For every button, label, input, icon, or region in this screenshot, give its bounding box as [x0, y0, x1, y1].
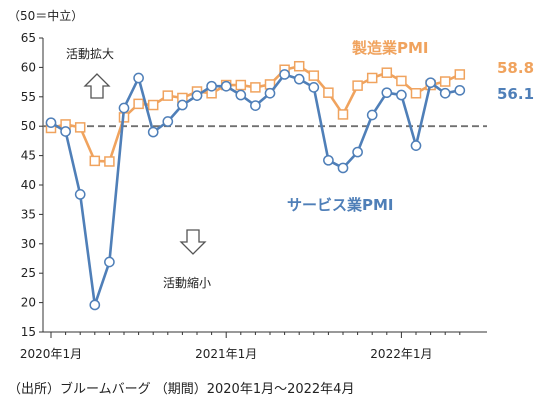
- data-point: [133, 72, 144, 84]
- data-point: [381, 67, 393, 78]
- y-tick-label: 25: [21, 266, 36, 280]
- y-tick-label: 50: [21, 119, 36, 133]
- x-tick-label: 2020年1月: [20, 347, 82, 361]
- data-point: [381, 87, 393, 99]
- data-point: [337, 162, 349, 174]
- data-point: [454, 69, 466, 80]
- data-point: [74, 189, 86, 200]
- x-axis: 2020年1月 2021年1月 2022年1月: [20, 331, 487, 361]
- data-point: [235, 89, 247, 101]
- data-point: [366, 109, 378, 121]
- data-point: [366, 72, 378, 84]
- series-services: [45, 69, 466, 311]
- data-point: [396, 75, 407, 87]
- y-tick-label: 55: [21, 90, 36, 104]
- data-point: [191, 90, 203, 101]
- data-point: [118, 102, 130, 114]
- y-tick-label: 20: [21, 296, 36, 310]
- contraction-annotation: 活動縮小: [163, 229, 211, 290]
- y-tick-label: 30: [21, 237, 36, 251]
- data-point: [410, 88, 422, 99]
- data-point: [206, 80, 217, 92]
- data-point: [147, 99, 159, 111]
- data-point: [293, 60, 305, 72]
- down-arrow-icon: [179, 229, 207, 255]
- data-point: [104, 156, 115, 167]
- series-manufacturing: [45, 60, 466, 167]
- y-tick-label: 35: [21, 207, 36, 221]
- data-point: [308, 70, 320, 81]
- data-point: [323, 154, 334, 166]
- end-value-manufacturing: 58.8: [497, 59, 534, 77]
- data-point: [264, 87, 276, 99]
- data-point: [250, 100, 261, 111]
- data-point: [337, 109, 349, 120]
- source-note: （出所）ブルームバーグ （期間）2020年1月～2022年4月: [8, 381, 354, 397]
- up-arrow-icon: [83, 73, 111, 99]
- data-point: [104, 256, 115, 268]
- x-tick-label: 2022年1月: [370, 347, 432, 361]
- expansion-annotation: 活動拡大: [66, 47, 114, 99]
- y-tick-label: 65: [21, 31, 36, 45]
- data-point: [293, 73, 305, 85]
- data-point: [147, 126, 159, 138]
- expansion-label: 活動拡大: [66, 47, 114, 61]
- data-point: [454, 84, 466, 96]
- data-point: [410, 140, 422, 151]
- data-point: [352, 80, 363, 91]
- y-tick-label: 40: [21, 178, 36, 192]
- y-tick-label: 15: [21, 325, 36, 339]
- data-point: [60, 126, 71, 137]
- y-axis: 15 20 25 30 35 40 45 50 55 60 65: [21, 31, 44, 339]
- data-point: [323, 87, 334, 98]
- contraction-label: 活動縮小: [163, 275, 211, 290]
- end-value-services: 56.1: [497, 85, 534, 103]
- data-point: [352, 146, 363, 158]
- data-point: [45, 117, 57, 129]
- data-point: [133, 98, 144, 110]
- data-point: [439, 76, 451, 87]
- x-tick-label: 2021年1月: [195, 347, 257, 361]
- data-point: [177, 99, 188, 111]
- data-point: [396, 89, 407, 101]
- data-point: [250, 82, 261, 93]
- data-point: [89, 299, 101, 311]
- data-point: [425, 77, 436, 89]
- data-point: [162, 116, 174, 127]
- data-point: [162, 90, 174, 101]
- data-point: [220, 80, 232, 92]
- y-tick-label: 45: [21, 149, 36, 163]
- data-point: [89, 155, 101, 167]
- series-label-manufacturing: 製造業PMI: [351, 39, 429, 57]
- series-label-services: サービス業PMI: [287, 196, 394, 214]
- unit-note: （50＝中立）: [8, 8, 83, 23]
- data-point: [235, 79, 247, 91]
- y-tick-label: 60: [21, 60, 36, 74]
- data-point: [74, 122, 86, 133]
- series-layer: [45, 60, 466, 311]
- data-point: [439, 87, 451, 99]
- data-point: [279, 69, 290, 80]
- data-point: [308, 82, 320, 93]
